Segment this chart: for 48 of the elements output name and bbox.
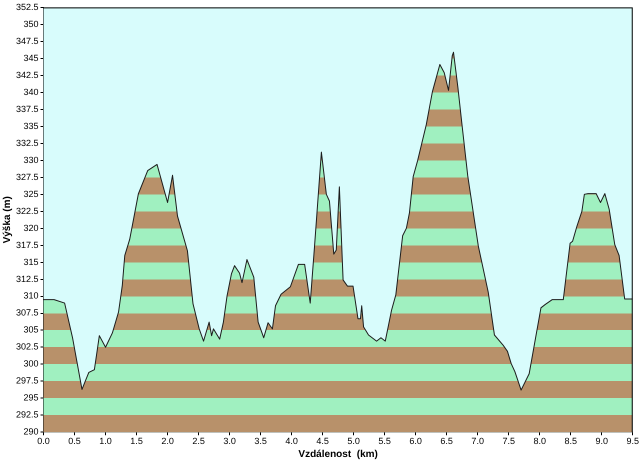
y-tick-label: 342.5 bbox=[16, 70, 39, 80]
y-tick-label: 292.5 bbox=[16, 410, 39, 420]
x-tick-label: 0.5 bbox=[68, 436, 81, 446]
y-tick-label: 332.5 bbox=[16, 138, 39, 148]
y-tick-label: 300 bbox=[23, 358, 39, 369]
y-tick-label: 335 bbox=[23, 120, 39, 131]
y-tick-label: 310 bbox=[23, 290, 39, 301]
y-tick-label: 325 bbox=[23, 188, 39, 199]
x-tick-label: 4.5 bbox=[316, 436, 329, 446]
y-tick-label: 340 bbox=[23, 86, 39, 97]
y-tick-label: 330 bbox=[23, 154, 39, 165]
y-tick-label: 297.5 bbox=[16, 376, 39, 386]
x-tick-label: 1.5 bbox=[130, 436, 143, 446]
x-tick-label: 5.5 bbox=[378, 436, 391, 446]
y-tick-label: 312.5 bbox=[16, 274, 39, 284]
x-axis-title: Vzdálenost (km) bbox=[298, 448, 378, 460]
y-tick-label: 345 bbox=[23, 52, 39, 63]
x-tick-label: 6.5 bbox=[440, 436, 453, 446]
y-tick-label: 315 bbox=[23, 256, 39, 267]
y-tick-label: 290 bbox=[23, 426, 39, 437]
y-tick-label: 320 bbox=[23, 222, 39, 233]
x-tick-label: 2.5 bbox=[192, 436, 205, 446]
y-tick-label: 307.5 bbox=[16, 308, 39, 318]
y-tick-label: 327.5 bbox=[16, 172, 39, 182]
x-tick-label: 6.0 bbox=[409, 436, 422, 446]
x-tick-label: 3.5 bbox=[254, 436, 267, 446]
y-axis-title: Výška (m) bbox=[2, 196, 13, 244]
x-tick-label: 8.5 bbox=[564, 436, 577, 446]
x-tick-label: 0.0 bbox=[37, 436, 50, 446]
y-tick-label: 322.5 bbox=[16, 206, 39, 216]
x-tick-label: 9.5 bbox=[626, 436, 639, 446]
x-tick-label: 7.5 bbox=[502, 436, 515, 446]
y-tick-label: 302.5 bbox=[16, 342, 39, 352]
y-tick-label: 352.5 bbox=[16, 2, 39, 12]
x-tick-label: 5.0 bbox=[347, 436, 360, 446]
y-tick-label: 305 bbox=[23, 324, 39, 335]
x-tick-label: 1.0 bbox=[99, 436, 112, 446]
y-tick-label: 347.5 bbox=[16, 36, 39, 46]
x-tick-label: 4.0 bbox=[285, 436, 298, 446]
y-tick-label: 317.5 bbox=[16, 240, 39, 250]
x-tick-label: 3.0 bbox=[223, 436, 236, 446]
x-tick-label: 7.0 bbox=[471, 436, 484, 446]
y-tick-label: 295 bbox=[23, 392, 39, 403]
y-tick-label: 337.5 bbox=[16, 104, 39, 114]
y-tick-label: 350 bbox=[23, 18, 39, 29]
x-tick-label: 8.0 bbox=[533, 436, 546, 446]
x-tick-label: 2.0 bbox=[161, 436, 174, 446]
x-tick-label: 9.0 bbox=[595, 436, 608, 446]
